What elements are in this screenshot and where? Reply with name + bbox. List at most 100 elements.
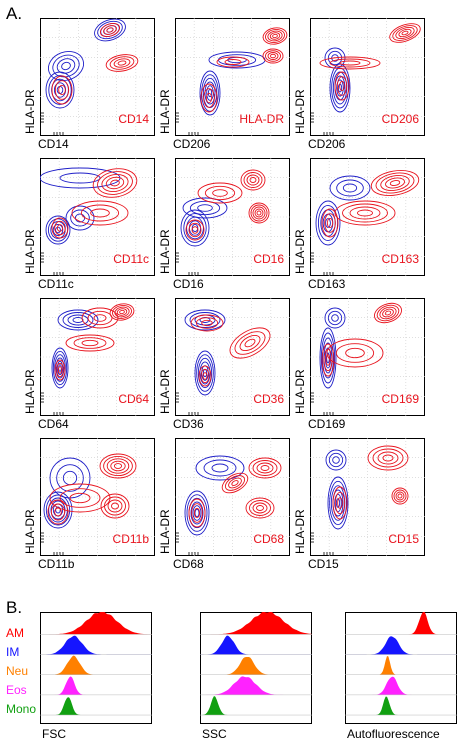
am-contour-line — [385, 177, 405, 189]
im-contour-line — [319, 327, 337, 389]
histogram-mono-fill — [40, 697, 152, 716]
legend-item: AM — [6, 626, 24, 640]
y-axis-label: HLA-DR — [293, 369, 307, 414]
marker-label: CD11b — [112, 532, 149, 546]
am-contour-line — [103, 455, 133, 477]
histogram-eos-fill — [40, 676, 152, 695]
am-contour-line — [117, 60, 127, 66]
histogram-eos-fill — [345, 676, 457, 695]
histogram-am-fill — [200, 612, 312, 635]
am-contour-line — [319, 56, 381, 70]
im-contour-line — [199, 70, 221, 116]
am-contour-line — [252, 206, 266, 220]
contour-plot-svg — [175, 298, 290, 416]
histogram-svg — [200, 612, 312, 724]
am-contour-line — [87, 310, 113, 326]
histogram-eos-fill — [200, 676, 312, 695]
am-contour-line — [97, 171, 133, 195]
am-contour-line — [367, 445, 409, 471]
histogram-im-fill — [40, 635, 152, 655]
am-contour-line — [54, 507, 62, 517]
im-contour-line — [194, 508, 200, 518]
y-axis-label: HLA-DR — [158, 509, 172, 554]
im-contour-line — [43, 491, 73, 529]
im-contour-line — [74, 213, 86, 223]
am-contour-line — [389, 180, 401, 186]
am-contour-line — [326, 338, 384, 368]
contour-plot: CD68 — [175, 438, 290, 556]
im-contour-line — [72, 317, 84, 323]
x-axis-label: CD11b — [38, 557, 75, 571]
im-contour-line — [94, 18, 126, 42]
contour-plot: CD64 — [40, 298, 155, 416]
am-contour-line — [65, 334, 115, 352]
im-contour-line — [56, 58, 76, 74]
marker-label: CD15 — [388, 532, 419, 546]
am-contour-line — [191, 226, 199, 234]
am-contour-line — [212, 189, 228, 197]
im-contour-line — [51, 347, 69, 389]
am-contour-line — [54, 80, 70, 100]
am-contour-line — [54, 359, 66, 381]
am-contour-line — [204, 185, 236, 201]
im-contour-line — [327, 310, 343, 326]
am-contour-line — [107, 499, 123, 513]
im-contour-line — [190, 501, 204, 525]
im-contour-line — [97, 20, 123, 40]
am-contour-line — [195, 317, 219, 329]
am-contour-line — [103, 25, 117, 35]
am-contour-line — [116, 308, 128, 316]
am-contour-line — [59, 488, 101, 508]
marker-label: CD64 — [118, 392, 149, 406]
am-contour-line — [205, 92, 213, 104]
am-contour-line — [100, 493, 130, 519]
y-axis-label: HLA-DR — [158, 229, 172, 274]
am-contour-line — [202, 372, 208, 380]
am-contour-line — [93, 314, 107, 322]
contour-plot: CD15 — [310, 438, 425, 556]
im-contour-line — [196, 354, 214, 392]
am-contour-line — [99, 453, 137, 479]
im-contour-line — [194, 350, 216, 396]
im-contour-line — [55, 226, 61, 234]
am-contour-line — [119, 309, 125, 315]
contour-plot-svg — [175, 18, 290, 136]
am-contour-line — [200, 83, 218, 113]
am-contour-line — [337, 497, 343, 509]
am-contour-line — [272, 33, 278, 39]
am-contour-line — [110, 179, 120, 187]
contour-plot: CD14 — [40, 18, 155, 136]
im-contour-line — [327, 50, 343, 66]
im-contour-line — [67, 314, 89, 326]
im-contour-line — [206, 85, 214, 101]
am-contour-line — [200, 368, 210, 384]
im-contour-line — [184, 309, 226, 331]
im-contour-line — [62, 470, 78, 486]
im-contour-line — [197, 357, 213, 389]
x-axis-label: SSC — [202, 727, 227, 741]
am-contour-line — [228, 477, 242, 489]
am-contour-line — [216, 56, 250, 68]
am-contour-line — [384, 310, 392, 316]
marker-label: HLA-DR — [239, 112, 284, 126]
am-contour-line — [323, 348, 333, 372]
histogram-im-fill — [345, 636, 457, 655]
am-contour-line — [375, 172, 415, 194]
am-contour-line — [101, 173, 129, 193]
am-contour-line — [249, 500, 271, 516]
am-contour-line — [69, 492, 91, 504]
am-contour-line — [198, 365, 212, 387]
am-contour-line — [224, 475, 246, 491]
im-contour-line — [336, 179, 364, 197]
contour-plot: CD11c — [40, 158, 155, 276]
contour-plot-svg — [40, 438, 155, 556]
x-axis-label: CD15 — [308, 557, 339, 571]
histogram-neu-fill — [200, 657, 312, 675]
x-axis-label: CD36 — [173, 417, 204, 431]
am-contour-line — [50, 503, 66, 521]
am-contour-line — [249, 177, 257, 183]
im-contour-line — [186, 494, 208, 532]
am-contour-line — [240, 169, 266, 191]
am-contour-line — [262, 48, 284, 64]
contour-plot-svg — [310, 438, 425, 556]
